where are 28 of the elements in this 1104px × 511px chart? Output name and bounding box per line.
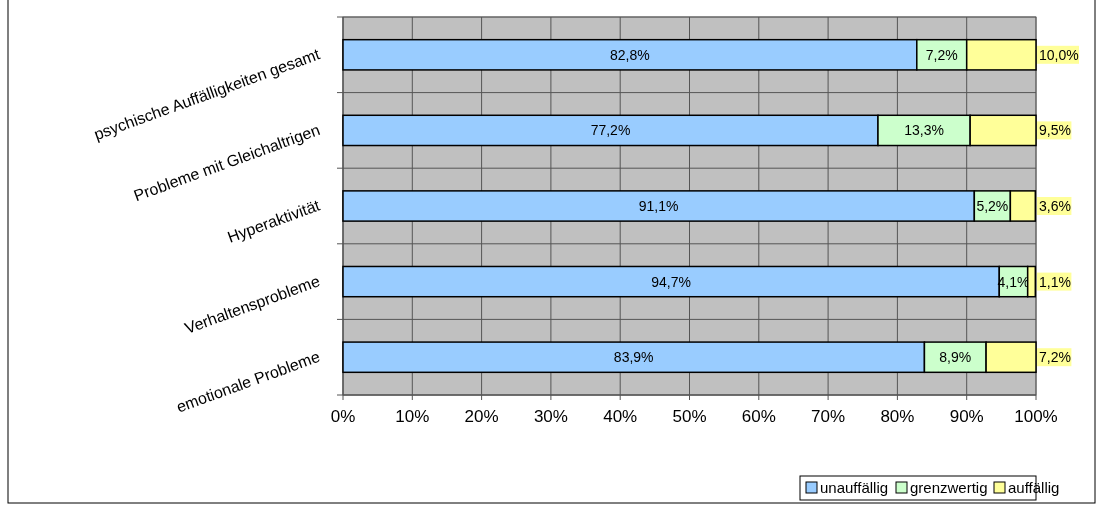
data-label: 82,8% [610,46,650,63]
data-label: 7,2% [925,46,958,63]
x-tick-label: 50% [672,407,707,426]
data-label: 83,9% [613,349,654,366]
x-tick-label: 10% [395,407,430,426]
data-label: 1,1% [1039,273,1071,290]
data-label: 91,1% [638,198,679,214]
data-label: 77,2% [590,122,631,139]
x-tick-label: 60% [741,407,776,426]
data-label: 5,2% [976,198,1009,214]
x-tick-label: 0% [330,407,356,426]
data-label: 3,6% [1039,198,1071,214]
x-tick-label: 100% [1014,407,1058,426]
x-tick-label: 90% [949,407,984,426]
data-label: 9,5% [1039,122,1071,139]
x-tick-label: 40% [603,407,638,426]
data-label: 10,0% [1039,46,1079,63]
data-label: 8,9% [939,349,972,366]
data-label: 7,2% [1039,349,1071,366]
legend-label: unauffällig [820,479,889,496]
legend-label: grenzwertig [910,479,988,496]
x-tick-label: 70% [811,407,846,426]
x-tick-label: 30% [533,407,568,426]
x-tick-label: 20% [464,407,499,426]
data-label: 94,7% [651,273,691,290]
x-tick-label: 80% [880,407,915,426]
legend-label: auffällig [1008,479,1060,496]
data-label: 13,3% [904,122,944,139]
